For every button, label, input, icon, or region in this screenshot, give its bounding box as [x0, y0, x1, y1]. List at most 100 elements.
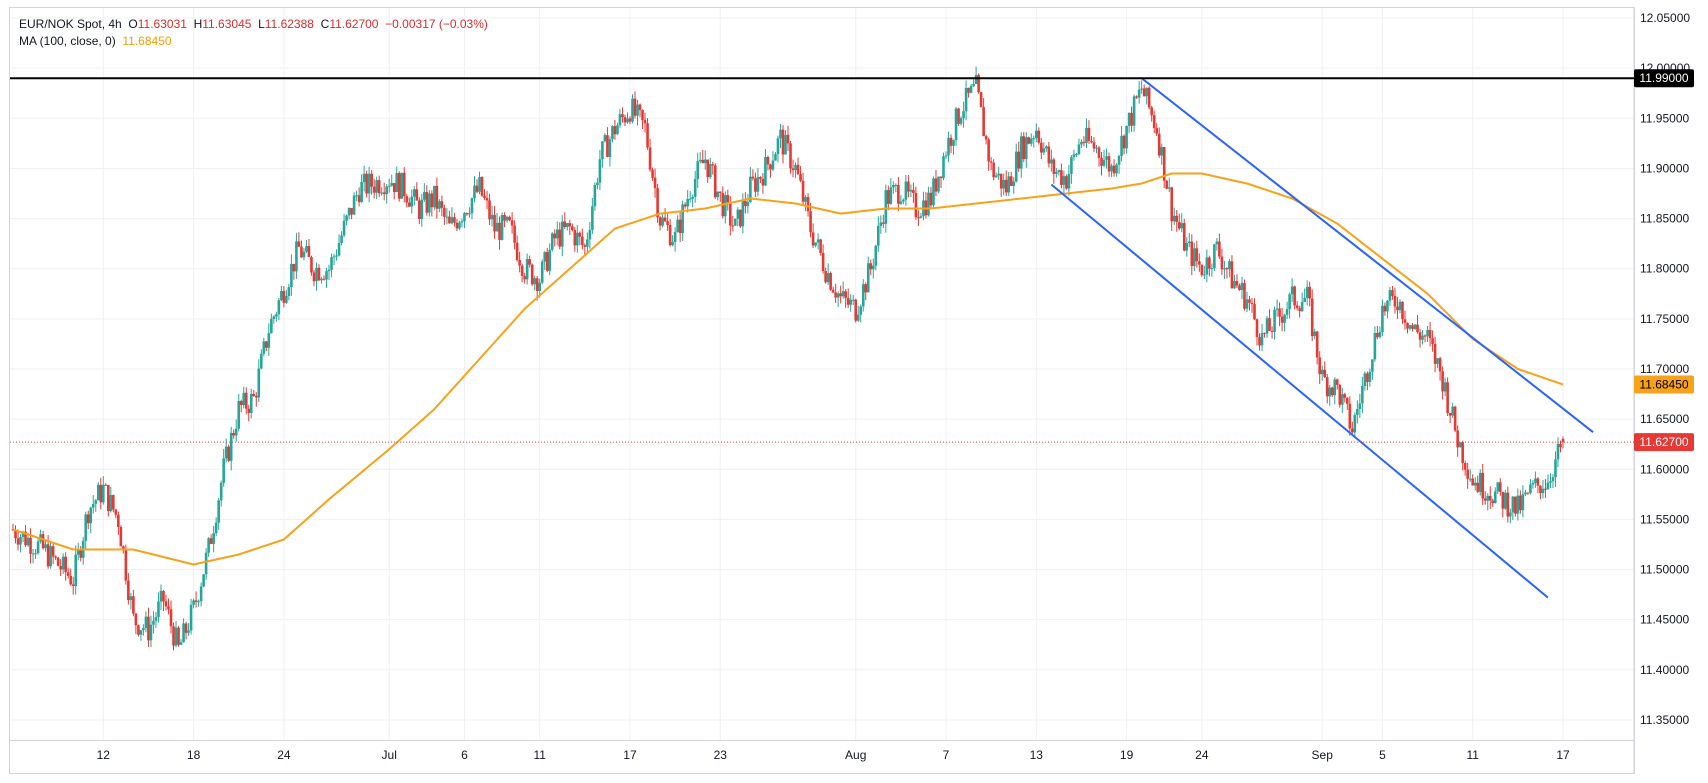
- candle-body: [239, 400, 243, 406]
- candle: [237, 393, 241, 432]
- candle-body: [658, 217, 662, 226]
- candle: [242, 386, 246, 409]
- candle: [746, 193, 750, 214]
- candle: [967, 87, 970, 98]
- candle-body: [731, 225, 735, 227]
- x-tick-label: 11: [1466, 748, 1479, 762]
- candle-body: [1132, 96, 1136, 126]
- candle-body: [673, 231, 677, 243]
- candle: [992, 159, 995, 181]
- candle: [749, 167, 752, 203]
- candle: [711, 161, 715, 175]
- candle: [1376, 325, 1379, 340]
- candle-body: [1325, 377, 1329, 397]
- candle-body: [1045, 146, 1048, 149]
- candle-body: [540, 261, 544, 283]
- candle-body: [927, 192, 930, 216]
- candle-body: [1263, 332, 1266, 334]
- candle-body: [1416, 324, 1419, 333]
- candle: [927, 186, 930, 217]
- candle: [1055, 168, 1058, 178]
- candle-body: [117, 514, 120, 527]
- candle: [1366, 371, 1369, 391]
- x-tick-label: 7: [943, 748, 950, 762]
- candle-body: [1554, 459, 1557, 478]
- candle-body: [653, 177, 657, 189]
- candle: [555, 221, 559, 246]
- candle-body: [804, 197, 807, 202]
- candle-body: [96, 484, 100, 501]
- candle: [1097, 146, 1101, 167]
- candle: [1466, 462, 1469, 489]
- candle: [418, 197, 421, 225]
- candle-body: [1433, 343, 1437, 364]
- candle: [1554, 451, 1557, 487]
- candle: [821, 244, 825, 274]
- candle: [846, 288, 850, 309]
- candle: [668, 218, 672, 247]
- candle-body: [937, 176, 940, 192]
- candle: [275, 311, 278, 322]
- candle-body: [132, 596, 135, 614]
- candle-body: [1105, 156, 1108, 160]
- candle-body: [1253, 304, 1256, 320]
- candle: [1027, 136, 1031, 145]
- candle: [129, 592, 133, 610]
- candle-body: [1446, 382, 1449, 413]
- candle: [51, 542, 55, 565]
- candle-body: [440, 201, 444, 208]
- y-tick-label: 11.90000: [1640, 161, 1689, 175]
- candle: [839, 285, 842, 304]
- candle: [19, 534, 22, 553]
- candle: [1416, 315, 1419, 334]
- candle: [1155, 123, 1158, 136]
- candle: [540, 259, 544, 285]
- interval-label[interactable]: 4h: [108, 17, 122, 31]
- candle-body: [335, 255, 338, 257]
- candle-body: [114, 509, 118, 515]
- candle: [756, 168, 760, 197]
- candle: [1077, 138, 1081, 156]
- candle: [192, 598, 195, 609]
- ma-price-label: 11.68450: [1634, 375, 1694, 394]
- candle: [1436, 357, 1439, 368]
- candle: [744, 192, 747, 214]
- symbol-label[interactable]: EUR/NOK Spot: [19, 17, 102, 31]
- candle: [671, 235, 674, 247]
- candle-body: [1062, 176, 1066, 185]
- candle: [1308, 281, 1311, 307]
- candle: [912, 182, 915, 203]
- candle: [1203, 265, 1206, 279]
- candle-body: [1017, 151, 1021, 169]
- candle: [488, 193, 491, 226]
- candle: [533, 275, 536, 291]
- candle: [1255, 318, 1259, 346]
- candle: [1549, 473, 1552, 489]
- candle: [1403, 310, 1407, 330]
- candle: [596, 177, 599, 190]
- candle: [260, 349, 263, 370]
- candle: [854, 298, 858, 323]
- candle: [1446, 377, 1449, 417]
- candle: [774, 152, 777, 161]
- candle-body: [525, 259, 529, 280]
- candle-body: [874, 245, 878, 266]
- candle-body: [1486, 495, 1490, 501]
- candle-body: [1376, 333, 1379, 338]
- ma-label[interactable]: MA (100, close, 0): [19, 34, 116, 48]
- candle-body: [197, 601, 200, 603]
- candle: [814, 242, 817, 248]
- candle-body: [784, 134, 787, 155]
- candle: [1483, 491, 1487, 505]
- candle-body: [713, 165, 717, 198]
- candle: [285, 289, 288, 304]
- candle: [1524, 489, 1527, 497]
- candle-body: [1546, 482, 1550, 490]
- low-label: L: [258, 17, 265, 31]
- candle-body: [859, 306, 863, 315]
- candle: [510, 212, 514, 234]
- candle-body: [736, 209, 740, 219]
- candle: [127, 572, 130, 605]
- candle: [350, 208, 353, 220]
